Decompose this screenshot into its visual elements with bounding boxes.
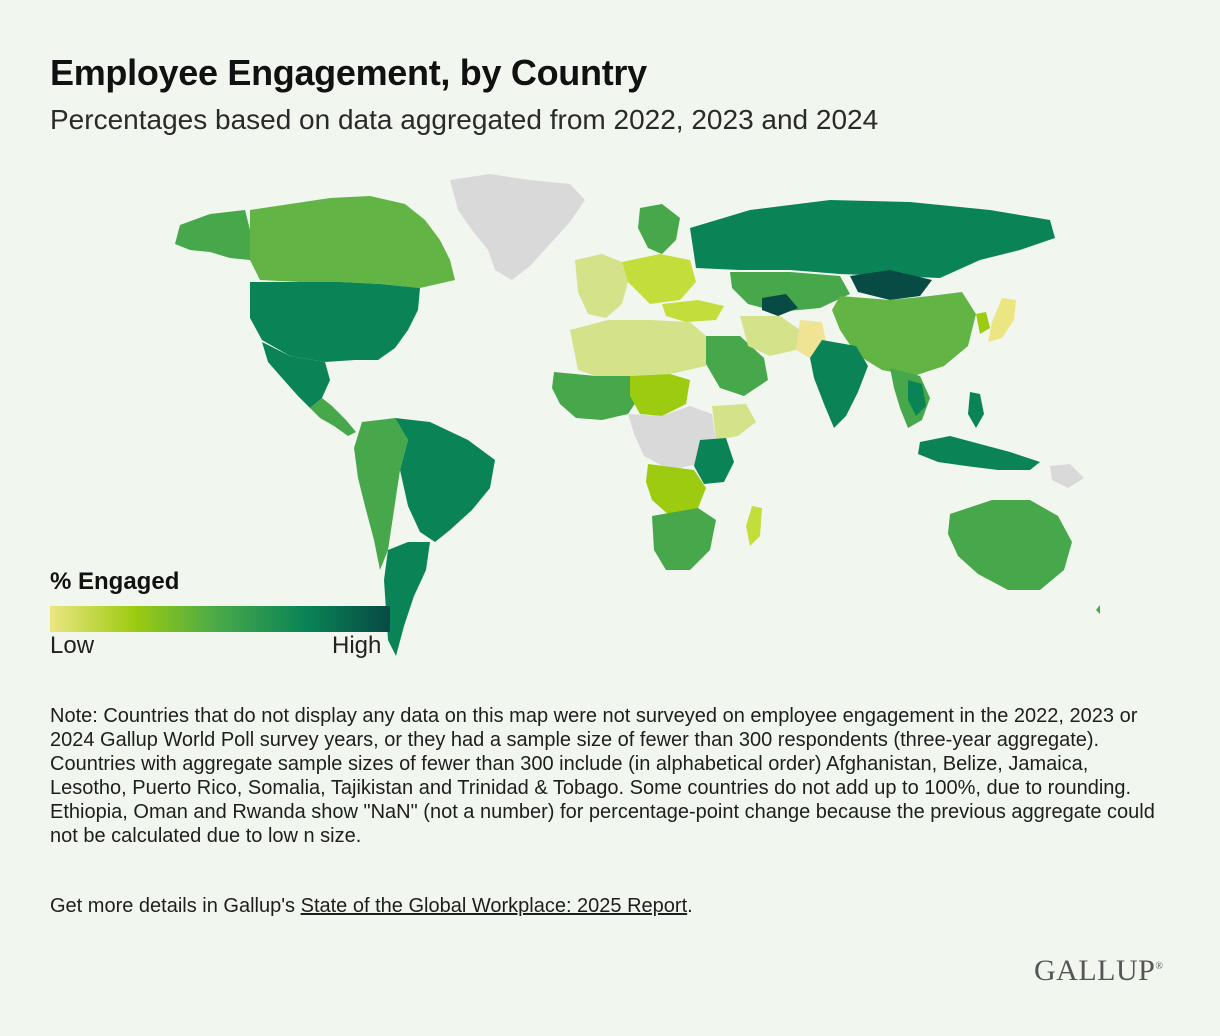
region-west-africa [552, 372, 640, 420]
gallup-logo: GALLUP® [1034, 954, 1163, 988]
region-alaska [175, 210, 250, 260]
region-mongolia [850, 270, 932, 300]
region-arabian-peninsula [706, 336, 768, 396]
legend-title: % Engaged [50, 568, 180, 595]
region-iran [740, 316, 800, 356]
legend-gradient-bar [50, 606, 390, 632]
region-korea [976, 312, 990, 334]
report-link[interactable]: State of the Global Workplace: 2025 Repo… [300, 895, 688, 917]
details-prefix: Get more details in Gallup's [50, 895, 301, 917]
region-china [832, 292, 976, 376]
region-japan [988, 298, 1016, 342]
region-eastern-europe [622, 254, 696, 304]
region-mexico [262, 342, 330, 408]
region-turkey [662, 300, 724, 322]
region-brazil [395, 418, 495, 542]
world-map [175, 174, 1100, 656]
region-sahel [630, 374, 690, 416]
region-usa [250, 282, 420, 362]
region-east-africa [694, 438, 734, 484]
region-india [810, 340, 868, 428]
region-horn-of-africa [712, 404, 756, 440]
legend-low-label: Low [50, 632, 95, 659]
region-uzbekistan [762, 294, 798, 316]
region-canada [250, 196, 455, 288]
region-indonesia [918, 436, 1040, 470]
region-australia [948, 500, 1072, 590]
chart-subtitle: Percentages based on data aggregated fro… [50, 104, 879, 135]
region-new-zealand [1096, 605, 1100, 614]
region-central-asia [730, 272, 850, 312]
legend-high-label: High [332, 632, 382, 659]
region-russia [690, 200, 1055, 278]
registered-mark: ® [1155, 961, 1164, 972]
region-central-africa [628, 406, 716, 470]
region-western-europe [575, 254, 628, 318]
region-south-america-west [354, 418, 408, 570]
brand-text: GALLUP [1034, 954, 1156, 987]
region-southern-cone [384, 542, 430, 656]
region-thailand-vietnam [908, 380, 926, 416]
region-central-america [310, 398, 356, 436]
details-suffix: . [687, 895, 693, 917]
region-southern-africa [652, 508, 716, 570]
region-madagascar [746, 506, 762, 546]
chart-title: Employee Engagement, by Country [50, 52, 647, 93]
region-scandinavia [638, 204, 680, 254]
region-philippines [968, 392, 984, 428]
region-new-guinea [1050, 464, 1084, 488]
region-greenland [450, 174, 585, 280]
report-details-line: Get more details in Gallup's State of th… [50, 895, 693, 918]
region-angola-zambia [646, 464, 706, 516]
region-north-africa [570, 320, 706, 376]
footnote: Note: Countries that do not display any … [50, 705, 1155, 847]
